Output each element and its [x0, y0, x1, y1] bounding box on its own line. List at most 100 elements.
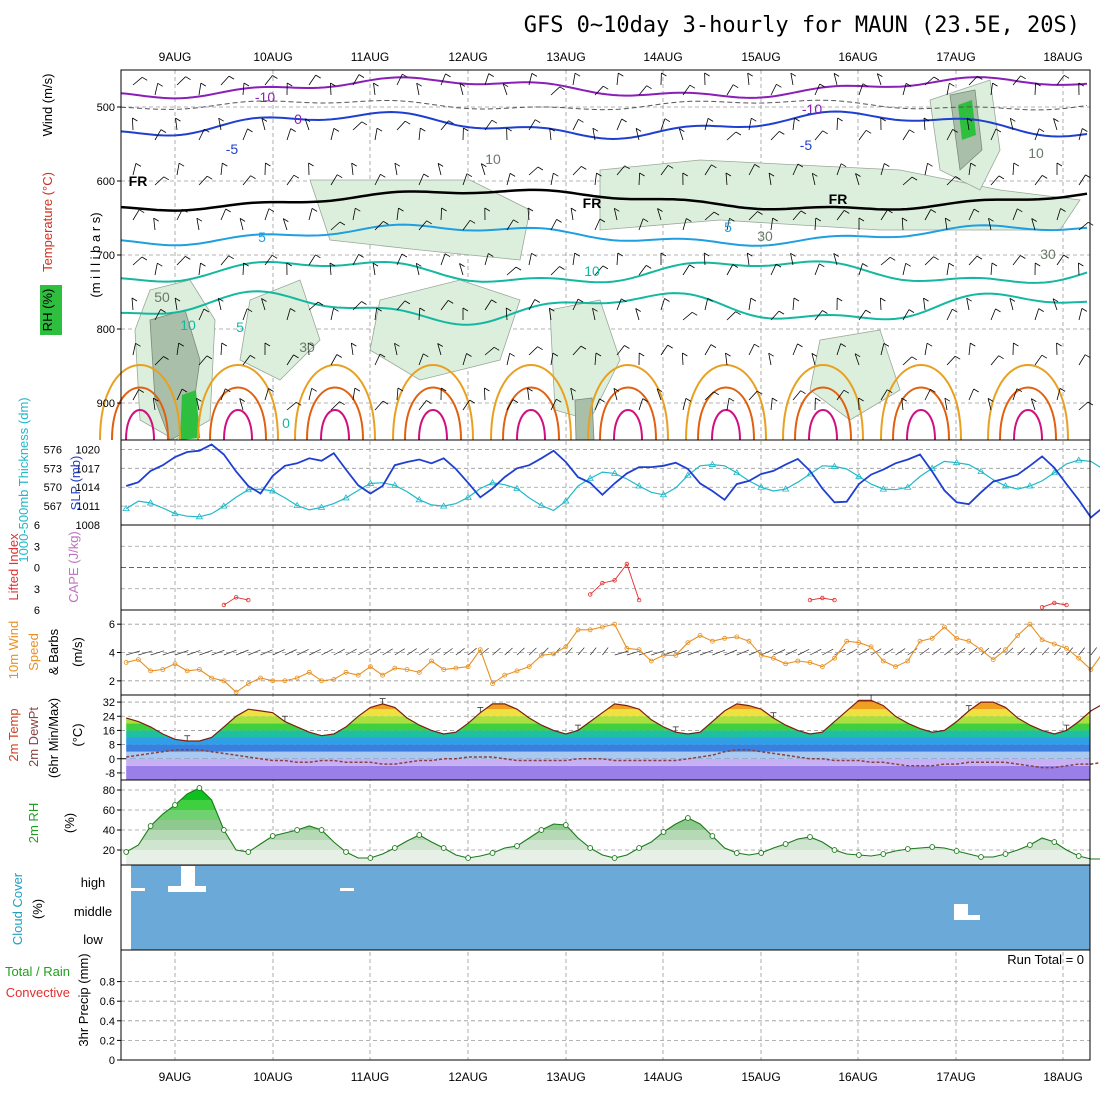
- wind-barb-flag: [657, 208, 663, 212]
- wind-barb: [768, 173, 772, 186]
- wind-barb-flag: [265, 162, 271, 167]
- wind10-point: [868, 644, 874, 650]
- wind-barb: [814, 263, 820, 276]
- wind-barb: [924, 76, 935, 86]
- wind-barb: [572, 253, 576, 266]
- wind-barb-flag: [908, 309, 915, 313]
- wind-barb: [154, 129, 162, 141]
- temp-tick-label: 32: [103, 697, 115, 709]
- wind-barb: [198, 308, 205, 321]
- wind-barb: [616, 73, 619, 86]
- wind-barb: [726, 218, 730, 231]
- wind-barb-flag: [1038, 128, 1045, 133]
- rh-point: [953, 848, 960, 854]
- temp-contour-10: [120, 260, 1088, 284]
- lifted-index-point: [600, 580, 605, 586]
- wind-barb-flag: [380, 173, 386, 178]
- wind-barb-flag: [1053, 118, 1059, 122]
- rh-point: [929, 844, 936, 850]
- wind-barb-flag: [132, 117, 138, 122]
- temp-axis-title-c: (6hr Min/Max): [46, 698, 61, 778]
- wind10-point: [282, 678, 288, 684]
- lifted-index-point: [221, 602, 227, 608]
- contour-label: 30: [757, 228, 773, 244]
- wind-barb: [154, 263, 158, 276]
- date-label-bottom: 18AUG: [1043, 1070, 1082, 1084]
- wind-barb-flag: [691, 311, 698, 316]
- wind-barb-flag: [283, 218, 289, 222]
- wind-barb: [616, 298, 622, 311]
- slp-line: [125, 443, 1100, 519]
- wind-barb: [480, 163, 486, 176]
- wind10-barb: [345, 648, 357, 656]
- wind-barb: [330, 354, 338, 366]
- wind-barb: [748, 344, 755, 356]
- wind-barb-flag: [1035, 82, 1041, 87]
- wind-barb-flag: [401, 253, 408, 258]
- wind-legend-label: Wind (m/s): [40, 74, 55, 137]
- wind-barb: [396, 120, 406, 131]
- rh-point: [611, 855, 618, 861]
- thickness-point: [733, 468, 741, 476]
- wind-barb: [374, 308, 378, 321]
- wind-barb: [1009, 298, 1014, 311]
- wind-barb-flag: [948, 262, 955, 267]
- wind-barb: [792, 297, 795, 311]
- wind-barb: [415, 263, 420, 276]
- wind-barb-flag: [768, 352, 774, 357]
- lifted-tick-label: 3: [34, 541, 40, 553]
- wind-barb: [968, 76, 978, 86]
- wind-barb: [462, 173, 468, 186]
- contour-label: -5: [800, 137, 813, 153]
- wind-barb: [682, 352, 684, 366]
- wind-barb: [616, 345, 625, 356]
- thickness-point: [366, 479, 375, 486]
- wind-barb-flag: [361, 121, 368, 126]
- rh-band: [126, 810, 1090, 820]
- lifted-tick-label: 3: [34, 584, 40, 596]
- wind-barb-flag: [466, 173, 473, 178]
- wind-barb: [858, 130, 867, 141]
- wind-barb-flag: [976, 255, 983, 260]
- wind10-point: [734, 634, 740, 640]
- wind10-barb: [602, 647, 609, 656]
- wind-barb-flag: [1009, 298, 1016, 302]
- lifted-index-axis-title: Lifted Index: [6, 533, 21, 601]
- wind-barb: [330, 128, 335, 141]
- wind-barb-flag: [206, 175, 213, 180]
- wind-barb: [264, 388, 269, 401]
- wind-barb: [329, 262, 332, 276]
- wind-barb-flag: [911, 356, 918, 361]
- wind-barb: [592, 308, 596, 321]
- wind-barb-flag: [815, 397, 821, 402]
- wind-barb-flag: [157, 82, 163, 87]
- wind-barb-flag: [509, 173, 516, 177]
- wind10-point: [319, 678, 325, 684]
- wind-barb: [330, 174, 338, 186]
- lifted-index-point: [820, 595, 825, 601]
- wind-barb: [462, 220, 471, 231]
- wind-barb-flag: [182, 208, 188, 213]
- wind10-barb: [931, 648, 942, 656]
- wind-barb: [792, 210, 802, 221]
- temp-tick-label: -8: [105, 768, 115, 780]
- warm-contour: [599, 386, 657, 441]
- wind10-point: [624, 645, 630, 651]
- wind-barb-flag: [141, 256, 148, 261]
- wind10-point: [514, 668, 520, 674]
- wind-barb: [682, 218, 687, 231]
- wind-barb-flag: [247, 128, 253, 133]
- wind-barb: [594, 85, 604, 96]
- wind-barb-flag: [373, 82, 379, 87]
- wind-barb-flag: [602, 85, 609, 90]
- wind-barb: [704, 298, 709, 311]
- warm-contour: [502, 386, 560, 441]
- wind-barb: [374, 128, 378, 141]
- wind-barb: [528, 166, 539, 176]
- date-label-bottom: 11AUG: [351, 1070, 389, 1084]
- warm-contour: [892, 386, 950, 441]
- wind-barb-flag: [998, 355, 1004, 360]
- contour-label: -10: [802, 101, 822, 117]
- wind-barb: [638, 265, 647, 276]
- temp-tick-label: 8: [109, 740, 115, 752]
